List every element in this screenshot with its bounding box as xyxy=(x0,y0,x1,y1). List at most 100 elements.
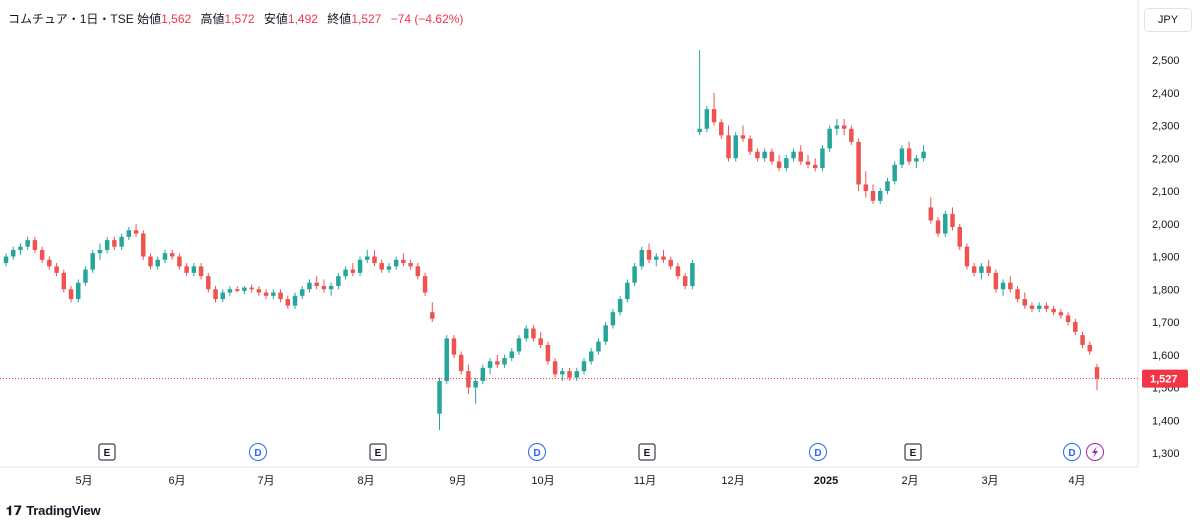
dividend-marker-label: D xyxy=(533,448,540,459)
x-tick-label: 11月 xyxy=(634,475,656,487)
candle-body xyxy=(1036,305,1042,309)
candle-body xyxy=(47,259,52,267)
currency-button[interactable]: JPY xyxy=(1144,8,1192,32)
candle-body xyxy=(943,213,948,234)
candle-body xyxy=(191,266,197,273)
candle-body xyxy=(155,259,160,267)
open-label: 始値 xyxy=(137,12,162,26)
symbol-title: コムチュア・1日・TSE xyxy=(8,12,134,26)
candle-body xyxy=(776,161,782,169)
candle-body xyxy=(993,272,999,290)
candle-body xyxy=(408,263,413,267)
x-tick-label: 7月 xyxy=(257,475,274,487)
y-tick-label: 2,500 xyxy=(1152,55,1180,67)
candle-body xyxy=(292,295,298,306)
candle-body xyxy=(321,285,327,290)
dividend-marker[interactable] xyxy=(809,443,827,461)
candle-body xyxy=(76,282,81,300)
x-tick-label: 10月 xyxy=(531,475,554,487)
candle-body xyxy=(603,325,608,342)
candle-body xyxy=(892,164,897,182)
candle-body xyxy=(1029,305,1035,309)
candle-body xyxy=(719,122,724,136)
candle-body xyxy=(307,282,312,290)
y-tick-label: 1,300 xyxy=(1152,448,1180,460)
candle-body xyxy=(1015,289,1020,300)
candle-body xyxy=(617,299,623,313)
candle-body xyxy=(220,292,225,300)
candle-body xyxy=(632,266,637,283)
candle-body xyxy=(986,266,991,273)
dividend-marker[interactable] xyxy=(528,443,546,461)
y-tick-label: 2,100 xyxy=(1152,186,1180,198)
low-value: 1,492 xyxy=(287,12,318,26)
candle-body xyxy=(935,220,941,234)
candle-body xyxy=(870,191,876,201)
candle-body xyxy=(979,266,984,273)
candle-body xyxy=(820,148,825,169)
earnings-marker[interactable] xyxy=(904,443,922,461)
candle-body xyxy=(401,259,406,264)
candle-body xyxy=(1058,312,1064,316)
candle-body xyxy=(372,256,377,264)
candle-body xyxy=(169,253,175,257)
candle-body xyxy=(234,289,240,291)
candle-body xyxy=(610,312,616,326)
candle-body xyxy=(1000,282,1006,290)
candle-body xyxy=(18,246,23,250)
x-tick-label: 8月 xyxy=(357,475,374,487)
candle-body xyxy=(466,371,471,388)
candle-body xyxy=(263,292,269,296)
candle-body xyxy=(430,312,435,319)
candle-body xyxy=(964,246,970,267)
close-value: 1,527 xyxy=(351,12,382,26)
dividend-marker-label: D xyxy=(254,448,261,459)
candle-body xyxy=(126,230,132,237)
candle-body xyxy=(480,367,486,381)
candle-body xyxy=(458,354,464,372)
dividend-marker[interactable] xyxy=(249,443,267,461)
earnings-marker-label: E xyxy=(375,448,382,459)
candle-body xyxy=(379,263,384,270)
candle-body xyxy=(393,259,399,267)
candle-body xyxy=(357,259,363,273)
candle-body xyxy=(386,266,392,270)
candle-body xyxy=(675,266,681,277)
candle-body xyxy=(971,266,977,273)
candle-body xyxy=(97,249,103,254)
candle-body xyxy=(646,249,652,260)
dividend-marker-label: D xyxy=(1068,448,1075,459)
candle-body xyxy=(437,380,442,414)
candle-body xyxy=(177,256,182,267)
candle-body xyxy=(242,287,247,291)
dividend-marker[interactable] xyxy=(1063,443,1081,461)
candle-body xyxy=(625,282,630,300)
candle-body xyxy=(560,371,565,375)
candle-body xyxy=(10,249,16,257)
tradingview-logo-icon: 𝟏𝟳 xyxy=(6,503,23,518)
candle-body xyxy=(523,328,529,339)
tradingview-logo[interactable]: 𝟏𝟳 TradingView xyxy=(6,503,101,519)
candle-body xyxy=(856,141,861,185)
candle-body xyxy=(487,361,493,368)
candle-body xyxy=(350,269,356,273)
earnings-marker[interactable] xyxy=(369,443,387,461)
x-tick-label: 3月 xyxy=(981,475,998,487)
candle-body xyxy=(747,138,753,152)
candle-body xyxy=(769,151,775,162)
candle-body xyxy=(740,135,746,139)
candle-body xyxy=(336,276,341,286)
brand-name: TradingView xyxy=(26,503,101,518)
candle-body xyxy=(1080,335,1085,345)
earnings-marker[interactable] xyxy=(638,443,656,461)
earnings-marker[interactable] xyxy=(98,443,116,461)
candle-body xyxy=(365,256,370,260)
candle-body xyxy=(906,148,912,162)
candle-body xyxy=(213,289,218,300)
candle-body xyxy=(256,289,262,293)
candle-body xyxy=(509,351,515,359)
candle-body xyxy=(588,351,594,362)
candle-body xyxy=(39,249,45,260)
candle-body xyxy=(755,151,760,159)
